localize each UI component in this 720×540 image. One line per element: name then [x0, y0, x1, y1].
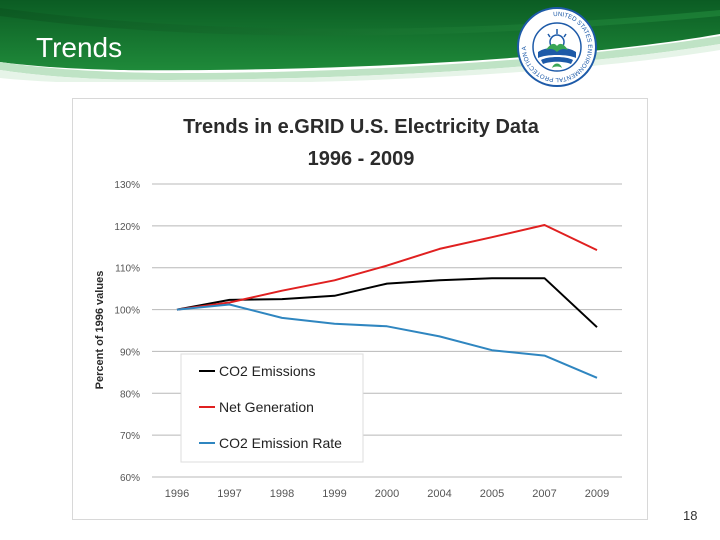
slide-title: Trends: [36, 32, 122, 64]
x-tick-label: 2000: [375, 488, 399, 500]
y-tick-label: 70%: [120, 431, 140, 442]
x-tick-labels: 1996 1997 1998 1999 2000 2004 2005 2007 2009: [165, 488, 609, 500]
legend: CO2 Emissions Net Generation CO2 Emission …: [181, 354, 363, 462]
page-number: 18: [683, 508, 697, 523]
x-tick-label: 2009: [585, 488, 609, 500]
legend-label: CO2 Emissions: [219, 363, 315, 379]
epa-logo: UNITED STATES ENVIRONMENTAL PROTECTION A…: [516, 6, 598, 88]
epa-seal-icon: UNITED STATES ENVIRONMENTAL PROTECTION A…: [516, 6, 598, 88]
line-chart: Trends in e.GRID U.S. Electricity Data 1…: [73, 99, 649, 521]
chart-container: Trends in e.GRID U.S. Electricity Data 1…: [72, 98, 648, 520]
y-tick-label: 120%: [114, 222, 140, 233]
chart-subtitle: 1996 - 2009: [308, 148, 415, 170]
x-tick-label: 1997: [217, 488, 241, 500]
series-line-co2-emissions: [177, 278, 597, 327]
y-tick-label: 90%: [120, 347, 140, 358]
x-tick-label: 2007: [532, 488, 556, 500]
x-tick-label: 1998: [270, 488, 294, 500]
x-tick-label: 1996: [165, 488, 189, 500]
y-tick-label: 100%: [114, 306, 140, 317]
y-tick-label: 80%: [120, 389, 140, 400]
chart-title: Trends in e.GRID U.S. Electricity Data: [183, 116, 540, 138]
x-tick-label: 2005: [480, 488, 504, 500]
x-tick-label: 2004: [427, 488, 451, 500]
legend-label: Net Generation: [219, 399, 314, 415]
y-tick-label: 110%: [115, 264, 140, 275]
y-axis-label: Percent of 1996 values: [94, 271, 106, 390]
x-tick-label: 1999: [322, 488, 346, 500]
y-tick-label: 130%: [114, 180, 140, 191]
y-tick-labels: 60% 70% 80% 90% 100% 110% 120% 130%: [114, 180, 140, 484]
y-tick-label: 60%: [120, 473, 140, 484]
legend-label: CO2 Emission Rate: [219, 435, 342, 451]
